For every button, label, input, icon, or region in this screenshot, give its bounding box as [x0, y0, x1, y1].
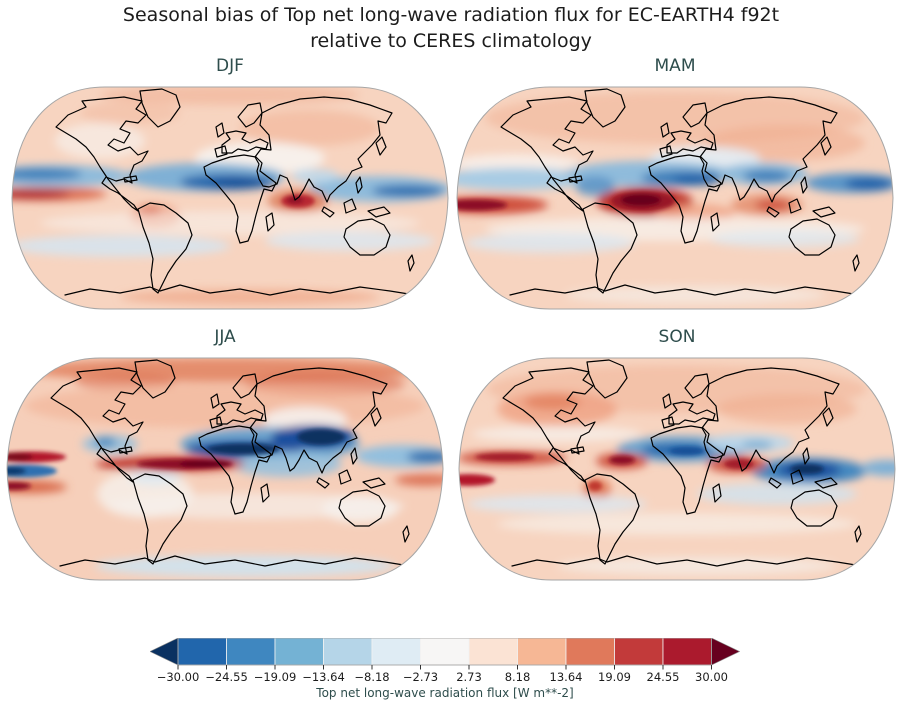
colorbar-tick-labels: −30.00 −24.55 −19.09 −13.64 −8.18 −2.73 2.73 8.…: [150, 670, 740, 686]
son-map: [458, 357, 896, 581]
jja-bias-cores: [7, 429, 345, 490]
mam-bias-cores: [457, 191, 675, 211]
figure-title: Seasonal bias of Top net long-wave radia…: [122, 4, 780, 52]
colorbar-tick-label: 19.09: [598, 670, 631, 684]
colorbar-tick-label: 30.00: [695, 670, 728, 684]
panel-mam-title: MAM: [654, 56, 696, 76]
son-bias-field: [459, 365, 895, 575]
mam-bias-field: [457, 92, 893, 304]
colorbar-label: Top net long-wave radiation flux [W m**-…: [316, 686, 574, 700]
colorbar-segment: [274, 638, 324, 666]
son-bias-cores: [459, 447, 824, 491]
colorbar-tick-label: −24.55: [205, 670, 248, 684]
panel-djf: DJF: [10, 53, 450, 313]
colorbar-segment: [614, 638, 664, 666]
colorbar-arrow-left: [150, 638, 179, 666]
colorbar-tick-label: −8.18: [354, 670, 390, 684]
panel-son: SON: [457, 324, 897, 584]
colorbar-segment: [517, 638, 567, 666]
colorbar-frame: [177, 638, 712, 666]
colorbar-tick-label: −2.73: [402, 670, 439, 684]
panel-mam: MAM: [455, 53, 895, 313]
colorbar-segment: [226, 638, 276, 666]
colorbar-arrow-right: [711, 638, 740, 666]
colorbar-segment: [323, 638, 373, 666]
colorbar-segment: [662, 638, 712, 666]
colorbar-segment: [565, 638, 615, 666]
djf-bias-cores: [281, 194, 315, 208]
colorbar-segment: [371, 638, 421, 666]
panel-jja-title: JJA: [214, 327, 236, 347]
colorbar-tick-label: 13.64: [549, 670, 583, 684]
panel-son-title: SON: [658, 327, 696, 347]
colorbar-tick-label: 8.18: [504, 670, 531, 684]
colorbar-tick-label: 2.73: [456, 670, 482, 684]
djf-bias-field: [12, 87, 448, 305]
colorbar-svg: [150, 638, 740, 670]
colorbar-segment: [177, 638, 227, 666]
colorbar-segment: [468, 638, 518, 666]
colorbar-segment: [420, 638, 470, 666]
panel-jja: JJA: [5, 324, 445, 584]
colorbar: −30.00 −24.55 −19.09 −13.64 −8.18 −2.73 2.73 8.…: [150, 638, 740, 706]
mam-map: [456, 86, 894, 310]
jja-map: [6, 357, 444, 581]
colorbar-tick-label: −13.64: [302, 670, 345, 684]
colorbar-tick-label: 24.55: [646, 670, 680, 684]
djf-map: [11, 86, 449, 310]
panel-djf-title: DJF: [216, 56, 244, 76]
colorbar-tick-label: −30.00: [156, 670, 200, 684]
colorbar-tick-label: −19.09: [253, 670, 297, 684]
